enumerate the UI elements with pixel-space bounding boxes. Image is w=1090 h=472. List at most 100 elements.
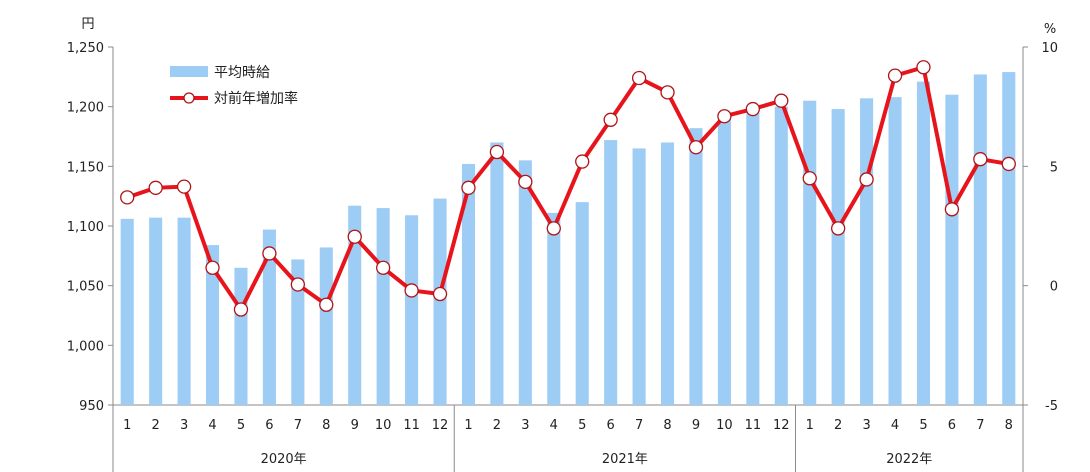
bar xyxy=(348,205,362,405)
bar xyxy=(319,247,333,405)
x-tick-label: 7 xyxy=(976,418,984,433)
rate-point xyxy=(688,140,704,155)
rate-point xyxy=(120,190,135,205)
bar xyxy=(973,74,987,406)
rate-point xyxy=(802,171,817,186)
y-right-tick-label: 10 xyxy=(1041,41,1058,56)
rate-point xyxy=(831,221,846,236)
bar xyxy=(860,98,874,406)
y-left-tick-label: 950 xyxy=(79,399,104,414)
rate-point xyxy=(376,260,391,275)
rate-point xyxy=(859,172,874,187)
rate-point xyxy=(774,93,789,108)
bar xyxy=(234,267,248,405)
bar xyxy=(717,118,731,405)
bar xyxy=(461,163,476,405)
x-tick-label: 11 xyxy=(403,418,420,433)
rate-point xyxy=(660,85,675,100)
x-tick-label: 12 xyxy=(432,418,449,433)
bar xyxy=(547,212,561,405)
year-label: 2020年 xyxy=(261,452,307,467)
bar xyxy=(916,81,931,406)
year-label: 2021年 xyxy=(602,452,648,467)
x-tick-label: 4 xyxy=(550,418,558,433)
bar xyxy=(490,142,504,405)
rate-point xyxy=(518,174,533,189)
x-tick-label: 4 xyxy=(891,418,899,433)
legend-bar-label: 平均時給 xyxy=(214,65,270,81)
bar xyxy=(376,208,390,405)
bar xyxy=(518,160,532,405)
line-series xyxy=(120,60,1016,317)
bar xyxy=(149,217,163,405)
y-right-tick-label: 5 xyxy=(1050,160,1058,175)
y-left-tick-label: 1,200 xyxy=(67,101,104,116)
rate-point xyxy=(347,229,362,244)
rate-point xyxy=(916,60,931,75)
rate-point xyxy=(575,154,590,169)
x-tick-label: 5 xyxy=(578,418,586,433)
y-left-tick-label: 1,000 xyxy=(67,339,104,354)
x-tick-label: 1 xyxy=(123,418,131,433)
y-left-unit-label: 円 xyxy=(81,17,94,32)
x-tick-label: 7 xyxy=(294,418,302,433)
bar xyxy=(205,245,220,405)
x-tick-label: 2 xyxy=(152,418,160,433)
bar xyxy=(1002,72,1016,405)
x-tick-label: 10 xyxy=(375,418,392,433)
rate-point xyxy=(404,283,419,298)
x-tick-label: 9 xyxy=(692,418,700,433)
x-tick-label: 1 xyxy=(806,418,814,433)
bar xyxy=(575,202,589,405)
x-tick-label: 12 xyxy=(773,418,790,433)
bar xyxy=(774,106,788,406)
x-tick-label: 7 xyxy=(635,418,643,433)
x-tick-label: 1 xyxy=(464,418,472,433)
x-tick-label: 9 xyxy=(351,418,359,433)
rate-point xyxy=(887,68,903,83)
bar xyxy=(177,217,191,405)
bar xyxy=(831,109,845,405)
x-tick-label: 6 xyxy=(948,418,956,433)
bar xyxy=(803,100,817,405)
rate-point xyxy=(176,179,192,194)
x-tick-label: 8 xyxy=(663,418,671,433)
bar xyxy=(262,229,276,405)
bar xyxy=(945,94,959,405)
rate-point xyxy=(717,109,732,124)
y-left-tick-label: 1,050 xyxy=(67,280,104,295)
bar xyxy=(433,198,447,405)
y-right-tick-label: 0 xyxy=(1050,280,1058,295)
rate-point xyxy=(944,202,960,217)
rate-point xyxy=(603,112,618,127)
bar xyxy=(632,148,646,405)
x-tick-label: 8 xyxy=(322,418,330,433)
legend-bar-swatch xyxy=(170,66,208,77)
x-tick-label: 3 xyxy=(180,418,188,433)
y-right-tick-label: -5 xyxy=(1045,399,1058,414)
x-tick-label: 5 xyxy=(237,418,245,433)
x-tick-label: 5 xyxy=(919,418,927,433)
x-tick-label: 2 xyxy=(834,418,842,433)
rate-point xyxy=(973,152,988,167)
rate-point xyxy=(745,101,760,117)
bar xyxy=(888,97,902,406)
bar xyxy=(689,128,703,405)
rate-point xyxy=(290,277,305,292)
year-label: 2022年 xyxy=(886,452,932,467)
rate-point xyxy=(262,246,277,261)
rate-point xyxy=(461,180,476,195)
x-tick-label: 8 xyxy=(1005,418,1013,433)
y-left-tick-label: 1,100 xyxy=(67,220,104,235)
x-tick-label: 3 xyxy=(521,418,529,433)
rate-point xyxy=(205,260,220,275)
rate-point xyxy=(631,70,647,86)
y-right-unit-label: % xyxy=(1044,22,1056,37)
rate-point xyxy=(319,297,334,312)
legend-line-marker xyxy=(183,92,195,104)
bar xyxy=(604,140,618,405)
x-tick-label: 11 xyxy=(745,418,762,433)
bar xyxy=(405,215,419,405)
x-tick-label: 10 xyxy=(716,418,733,433)
bar xyxy=(291,259,305,405)
